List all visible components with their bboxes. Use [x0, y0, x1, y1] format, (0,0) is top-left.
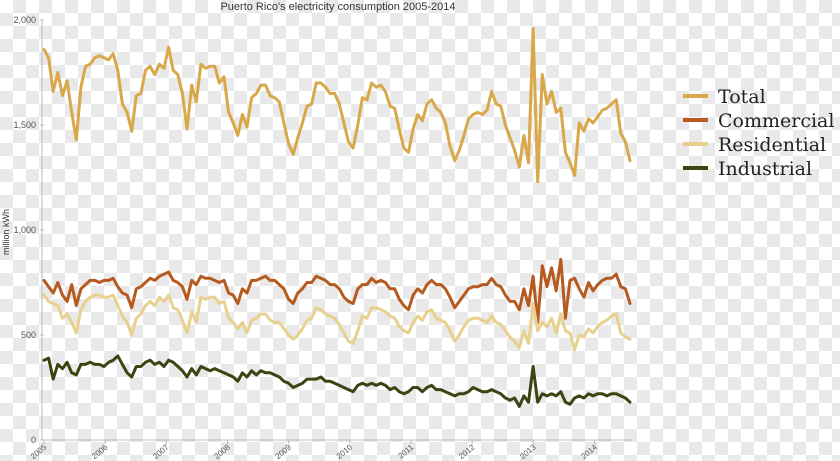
y-tick-label: 500 — [21, 330, 36, 340]
series-line-commercial — [42, 257, 632, 324]
x-tick-label: 2014 — [579, 442, 599, 461]
x-tick-label: 2008 — [212, 442, 232, 461]
y-tick-label: 1,500 — [13, 120, 36, 130]
x-axis-ticks: 2005 2006 2007 2008 2009 2010 2011 2012 2013 2014 — [29, 440, 599, 461]
y-tick-label: 1,000 — [13, 225, 36, 235]
y-axis-ticks: 0 500 1,000 1,500 2,000 — [13, 15, 44, 445]
legend-label-residential: Residential — [718, 134, 826, 156]
x-tick-label: 2013 — [518, 442, 538, 461]
series-line-residential — [42, 293, 632, 352]
series-line-total — [42, 26, 632, 184]
x-tick-label: 2009 — [274, 442, 294, 461]
legend-label-industrial: Industrial — [718, 158, 812, 180]
legend-label-commercial: Commercial — [718, 110, 834, 132]
x-tick-label: 2006 — [90, 442, 110, 461]
y-axis-label: million kWh — [1, 209, 11, 255]
y-tick-label: 0 — [31, 435, 36, 445]
x-tick-label: 2005 — [29, 442, 49, 461]
x-tick-label: 2011 — [396, 442, 415, 460]
series-lines — [42, 26, 632, 408]
y-tick-label: 2,000 — [13, 15, 36, 25]
x-tick-label: 2010 — [335, 442, 355, 461]
x-tick-label: 2007 — [151, 442, 171, 461]
x-tick-label: 2012 — [457, 442, 477, 461]
chart-title: Puerto Rico's electricity consumption 20… — [220, 1, 455, 13]
legend-label-total: Total — [718, 86, 766, 108]
series-line-industrial — [42, 354, 632, 408]
